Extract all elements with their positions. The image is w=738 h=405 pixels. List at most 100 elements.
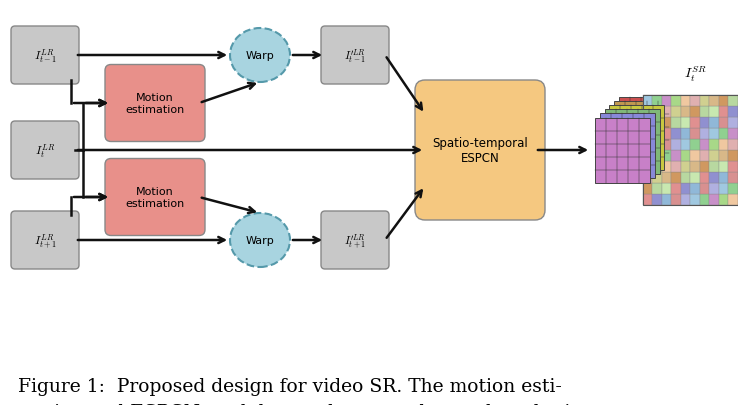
Ellipse shape (230, 29, 290, 83)
Bar (652, 151, 661, 162)
Bar (728, 183, 737, 194)
Bar (728, 194, 737, 205)
Bar (719, 151, 728, 162)
Bar (610, 106, 664, 171)
Bar (728, 173, 737, 183)
Bar (719, 183, 728, 194)
Bar (719, 96, 728, 107)
Text: Warp: Warp (246, 235, 275, 245)
Text: Figure 1:  Proposed design for video SR. The motion esti-
mation and ESPCN modul: Figure 1: Proposed design for video SR. … (18, 377, 582, 405)
Bar (619, 97, 674, 162)
FancyBboxPatch shape (11, 27, 79, 85)
Bar (719, 140, 728, 151)
Bar (728, 129, 737, 140)
Bar (709, 162, 719, 173)
Bar (680, 194, 690, 205)
Bar (719, 162, 728, 173)
Bar (680, 107, 690, 118)
Bar (690, 162, 700, 173)
Bar (643, 140, 652, 151)
FancyBboxPatch shape (415, 81, 545, 220)
FancyBboxPatch shape (105, 65, 205, 142)
Bar (643, 129, 652, 140)
Bar (709, 118, 719, 129)
Text: Warp: Warp (246, 51, 275, 61)
Bar (652, 96, 661, 107)
Bar (700, 151, 709, 162)
Bar (671, 129, 680, 140)
Bar (700, 118, 709, 129)
Bar (643, 194, 652, 205)
Bar (680, 129, 690, 140)
Bar (728, 118, 737, 129)
Bar (719, 194, 728, 205)
Bar (680, 140, 690, 151)
Bar (652, 183, 661, 194)
Text: $I_{t-1}^{\prime LR}$: $I_{t-1}^{\prime LR}$ (344, 47, 366, 64)
Bar (671, 173, 680, 183)
Bar (709, 194, 719, 205)
Bar (700, 162, 709, 173)
Bar (614, 101, 669, 166)
Bar (690, 129, 700, 140)
Text: $I_t^{SR}$: $I_t^{SR}$ (683, 65, 706, 84)
Bar (671, 151, 680, 162)
Bar (661, 129, 671, 140)
Bar (680, 151, 690, 162)
Bar (709, 107, 719, 118)
Text: Motion
estimation: Motion estimation (125, 93, 184, 115)
FancyBboxPatch shape (105, 159, 205, 236)
Bar (604, 110, 660, 175)
Bar (680, 173, 690, 183)
Bar (643, 96, 737, 205)
Bar (661, 140, 671, 151)
Bar (700, 96, 709, 107)
Bar (643, 162, 652, 173)
Bar (709, 96, 719, 107)
FancyBboxPatch shape (321, 27, 389, 85)
Bar (652, 162, 661, 173)
Bar (700, 194, 709, 205)
Bar (700, 129, 709, 140)
Bar (661, 162, 671, 173)
Bar (652, 194, 661, 205)
Bar (671, 118, 680, 129)
Bar (680, 96, 690, 107)
Bar (595, 118, 650, 183)
Bar (690, 173, 700, 183)
Bar (728, 107, 737, 118)
Bar (671, 107, 680, 118)
Bar (719, 118, 728, 129)
Bar (671, 140, 680, 151)
Bar (700, 183, 709, 194)
Bar (709, 183, 719, 194)
Bar (690, 194, 700, 205)
Bar (661, 107, 671, 118)
Text: $I_t^{LR}$: $I_t^{LR}$ (35, 142, 55, 160)
Text: Spatio-temporal
ESPCN: Spatio-temporal ESPCN (432, 136, 528, 164)
Bar (719, 107, 728, 118)
Bar (728, 96, 737, 107)
Bar (661, 118, 671, 129)
Bar (671, 162, 680, 173)
Bar (652, 118, 661, 129)
Bar (728, 162, 737, 173)
Bar (680, 183, 690, 194)
Bar (661, 173, 671, 183)
Bar (728, 151, 737, 162)
Text: $I_{t+1}^{LR}$: $I_{t+1}^{LR}$ (33, 232, 57, 249)
Bar (690, 107, 700, 118)
Bar (709, 151, 719, 162)
Bar (661, 151, 671, 162)
Bar (652, 107, 661, 118)
Bar (700, 173, 709, 183)
Bar (643, 107, 652, 118)
Ellipse shape (230, 213, 290, 267)
Bar (643, 173, 652, 183)
Bar (709, 129, 719, 140)
Bar (671, 194, 680, 205)
Bar (719, 129, 728, 140)
Bar (680, 118, 690, 129)
Bar (652, 173, 661, 183)
Bar (690, 140, 700, 151)
